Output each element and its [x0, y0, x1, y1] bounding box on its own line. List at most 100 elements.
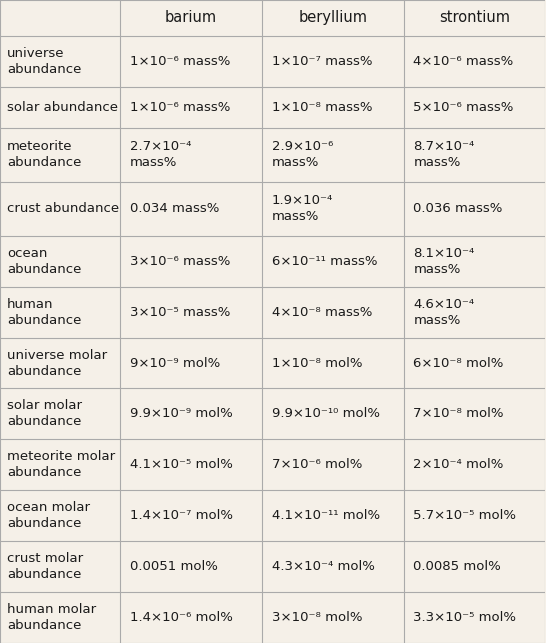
Bar	[262, 36, 403, 87]
Text: 3×10⁻⁶ mass%: 3×10⁻⁶ mass%	[130, 255, 230, 267]
Bar	[403, 182, 545, 236]
Text: 0.034 mass%: 0.034 mass%	[130, 203, 219, 215]
Text: 2×10⁻⁴ mol%: 2×10⁻⁴ mol%	[413, 458, 504, 471]
Bar	[0, 592, 120, 643]
Bar	[262, 541, 403, 592]
Bar	[262, 592, 403, 643]
Text: 9.9×10⁻¹⁰ mol%: 9.9×10⁻¹⁰ mol%	[271, 408, 379, 421]
Text: meteorite molar
abundance: meteorite molar abundance	[7, 450, 115, 479]
Text: 4.3×10⁻⁴ mol%: 4.3×10⁻⁴ mol%	[271, 560, 375, 573]
Bar	[0, 128, 120, 182]
Bar	[262, 236, 403, 287]
Bar	[403, 388, 545, 439]
Text: 1.4×10⁻⁷ mol%: 1.4×10⁻⁷ mol%	[130, 509, 233, 522]
Bar	[403, 87, 545, 128]
Text: 2.7×10⁻⁴
mass%: 2.7×10⁻⁴ mass%	[130, 140, 191, 170]
Bar	[403, 338, 545, 388]
Text: 1×10⁻⁸ mass%: 1×10⁻⁸ mass%	[271, 101, 372, 114]
Text: beryllium: beryllium	[298, 10, 367, 26]
Text: 4×10⁻⁸ mass%: 4×10⁻⁸ mass%	[271, 305, 372, 319]
Text: 8.7×10⁻⁴
mass%: 8.7×10⁻⁴ mass%	[413, 140, 474, 170]
Bar	[120, 287, 262, 338]
Text: 5×10⁻⁶ mass%: 5×10⁻⁶ mass%	[413, 101, 514, 114]
Text: 7×10⁻⁶ mol%: 7×10⁻⁶ mol%	[271, 458, 362, 471]
Text: 6×10⁻¹¹ mass%: 6×10⁻¹¹ mass%	[271, 255, 377, 267]
Bar	[0, 0, 120, 36]
Text: 2.9×10⁻⁶
mass%: 2.9×10⁻⁶ mass%	[271, 140, 333, 170]
Bar	[403, 287, 545, 338]
Text: 1×10⁻⁶ mass%: 1×10⁻⁶ mass%	[130, 101, 230, 114]
Bar	[120, 338, 262, 388]
Bar	[262, 0, 403, 36]
Bar	[403, 128, 545, 182]
Text: 0.036 mass%: 0.036 mass%	[413, 203, 503, 215]
Bar	[403, 439, 545, 491]
Bar	[0, 36, 120, 87]
Text: human molar
abundance: human molar abundance	[7, 603, 96, 632]
Text: 0.0051 mol%: 0.0051 mol%	[130, 560, 218, 573]
Text: 3×10⁻⁵ mass%: 3×10⁻⁵ mass%	[130, 305, 230, 319]
Text: 9.9×10⁻⁹ mol%: 9.9×10⁻⁹ mol%	[130, 408, 233, 421]
Bar	[120, 36, 262, 87]
Bar	[120, 236, 262, 287]
Bar	[262, 182, 403, 236]
Text: 0.0085 mol%: 0.0085 mol%	[413, 560, 501, 573]
Text: 4.1×10⁻⁵ mol%: 4.1×10⁻⁵ mol%	[130, 458, 233, 471]
Text: 1.9×10⁻⁴
mass%: 1.9×10⁻⁴ mass%	[271, 194, 333, 223]
Text: universe
abundance: universe abundance	[7, 47, 81, 76]
Bar	[120, 439, 262, 491]
Bar	[120, 541, 262, 592]
Bar	[120, 592, 262, 643]
Bar	[262, 287, 403, 338]
Bar	[0, 287, 120, 338]
Bar	[0, 338, 120, 388]
Text: strontium: strontium	[439, 10, 510, 26]
Bar	[0, 439, 120, 491]
Text: ocean
abundance: ocean abundance	[7, 247, 81, 276]
Text: ocean molar
abundance: ocean molar abundance	[7, 502, 90, 530]
Text: 4.6×10⁻⁴
mass%: 4.6×10⁻⁴ mass%	[413, 298, 474, 327]
Text: 1.4×10⁻⁶ mol%: 1.4×10⁻⁶ mol%	[130, 611, 233, 624]
Bar	[403, 236, 545, 287]
Bar	[403, 0, 545, 36]
Text: universe molar
abundance: universe molar abundance	[7, 349, 107, 377]
Bar	[262, 491, 403, 541]
Text: human
abundance: human abundance	[7, 298, 81, 327]
Bar	[262, 388, 403, 439]
Bar	[0, 236, 120, 287]
Text: 7×10⁻⁸ mol%: 7×10⁻⁸ mol%	[413, 408, 504, 421]
Text: 1×10⁻⁷ mass%: 1×10⁻⁷ mass%	[271, 55, 372, 68]
Bar	[0, 491, 120, 541]
Text: 8.1×10⁻⁴
mass%: 8.1×10⁻⁴ mass%	[413, 247, 474, 276]
Bar	[120, 491, 262, 541]
Bar	[120, 128, 262, 182]
Text: 5.7×10⁻⁵ mol%: 5.7×10⁻⁵ mol%	[413, 509, 517, 522]
Bar	[403, 36, 545, 87]
Text: 1×10⁻⁶ mass%: 1×10⁻⁶ mass%	[130, 55, 230, 68]
Bar	[120, 0, 262, 36]
Text: 6×10⁻⁸ mol%: 6×10⁻⁸ mol%	[413, 357, 504, 370]
Bar	[403, 491, 545, 541]
Text: solar abundance: solar abundance	[7, 101, 118, 114]
Text: 1×10⁻⁸ mol%: 1×10⁻⁸ mol%	[271, 357, 362, 370]
Bar	[262, 87, 403, 128]
Bar	[0, 541, 120, 592]
Bar	[120, 87, 262, 128]
Bar	[262, 439, 403, 491]
Text: crust abundance: crust abundance	[7, 203, 119, 215]
Text: solar molar
abundance: solar molar abundance	[7, 399, 82, 428]
Text: 3×10⁻⁸ mol%: 3×10⁻⁸ mol%	[271, 611, 362, 624]
Text: crust molar
abundance: crust molar abundance	[7, 552, 83, 581]
Bar	[0, 182, 120, 236]
Bar	[0, 388, 120, 439]
Bar	[262, 128, 403, 182]
Bar	[0, 87, 120, 128]
Text: meteorite
abundance: meteorite abundance	[7, 140, 81, 170]
Text: barium: barium	[165, 10, 217, 26]
Text: 9×10⁻⁹ mol%: 9×10⁻⁹ mol%	[130, 357, 220, 370]
Text: 4.1×10⁻¹¹ mol%: 4.1×10⁻¹¹ mol%	[271, 509, 379, 522]
Bar	[403, 592, 545, 643]
Bar	[403, 541, 545, 592]
Bar	[262, 338, 403, 388]
Text: 4×10⁻⁶ mass%: 4×10⁻⁶ mass%	[413, 55, 514, 68]
